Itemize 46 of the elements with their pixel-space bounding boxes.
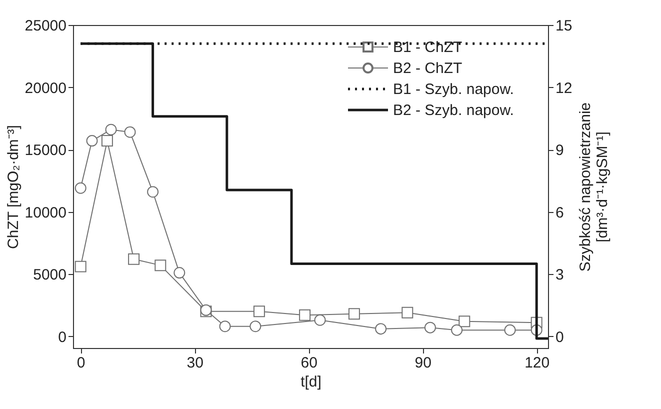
y2-tick-label: 3 <box>556 266 564 284</box>
y2-tick-label: 15 <box>556 18 572 34</box>
y2-tick-label: 9 <box>556 142 564 160</box>
x-tick-label: 30 <box>186 354 204 372</box>
point <box>105 124 117 136</box>
point <box>402 306 414 318</box>
point <box>375 323 387 335</box>
y-tick-label: 20000 <box>24 80 66 97</box>
legend-label: B1 - ChZT <box>393 39 462 56</box>
point <box>504 324 516 336</box>
y-axis-title: ChZT [mgO₂·dm⁻³] <box>4 125 22 249</box>
point <box>147 186 159 198</box>
point <box>219 320 231 332</box>
point <box>424 322 436 334</box>
point <box>74 182 86 194</box>
point <box>86 135 98 147</box>
point <box>348 308 360 320</box>
y-tick-label: 10000 <box>24 204 66 222</box>
legend-label: B2 - Szyb. napow. <box>393 102 514 119</box>
point <box>124 126 136 138</box>
point <box>101 135 113 147</box>
point <box>128 253 140 265</box>
y2-axis-title: Szybkość napowietrzanie [dm³·d⁻¹·kgSM⁻¹] <box>577 102 612 272</box>
point <box>154 260 166 272</box>
point <box>250 320 262 332</box>
point <box>314 314 326 326</box>
y-tick-label: 0 <box>58 328 66 346</box>
point <box>253 306 265 318</box>
x-tick-label: 0 <box>76 354 86 372</box>
point <box>74 260 86 272</box>
point <box>174 267 186 279</box>
y2-tick-label: 0 <box>556 328 564 346</box>
legend-label: B2 - ChZT <box>393 60 462 77</box>
x-tick-label: 60 <box>300 354 318 372</box>
point <box>299 309 311 321</box>
y-tick-label: 25000 <box>24 18 66 34</box>
point <box>458 316 470 328</box>
y-tick-label: 15000 <box>24 142 66 160</box>
x-tick-label: 120 <box>524 354 550 372</box>
y2-tick-label: 12 <box>556 80 572 97</box>
x-axis-title: t[d] <box>300 374 322 390</box>
y-tick-label: 5000 <box>33 266 66 284</box>
legend-label: B1 - Szyb. napow. <box>393 81 514 98</box>
point <box>451 324 463 336</box>
x-tick-label: 90 <box>414 354 432 372</box>
y2-tick-label: 6 <box>556 204 564 222</box>
